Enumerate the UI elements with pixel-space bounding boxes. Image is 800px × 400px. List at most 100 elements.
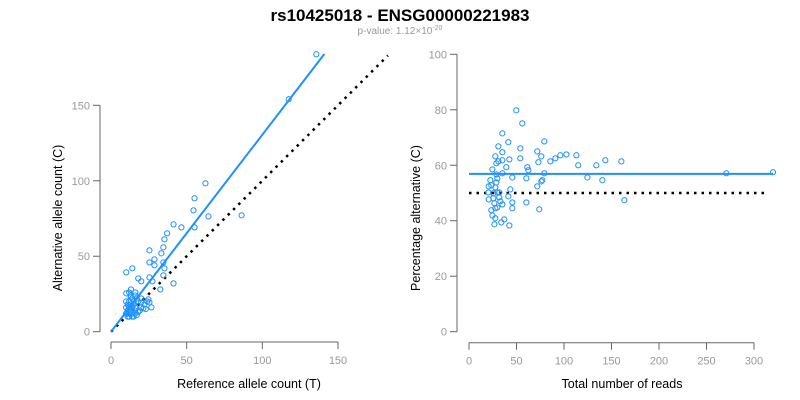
data-point — [519, 120, 526, 127]
x-tick-label: 100 — [253, 355, 271, 367]
x-tick-label: 0 — [466, 356, 472, 368]
data-point — [138, 278, 145, 285]
x-tick-label: 200 — [650, 356, 668, 368]
data-point — [563, 151, 570, 158]
data-point — [538, 153, 545, 160]
data-point — [123, 304, 130, 311]
data-point — [499, 157, 506, 164]
data-point — [534, 183, 541, 190]
data-point — [534, 148, 541, 155]
data-point — [509, 205, 516, 212]
data-point — [202, 180, 209, 187]
data-point — [124, 301, 131, 308]
data-point — [132, 289, 139, 296]
x-tick-label: 50 — [510, 356, 522, 368]
x-tick-label: 0 — [108, 355, 114, 367]
data-point — [499, 149, 506, 156]
data-point — [506, 222, 513, 229]
plot-allele-counts: 0 50 100 150 0 50 100 150 Reference allele count… — [51, 51, 389, 391]
x-axis-label: Total number of reads — [562, 377, 683, 391]
data-point — [146, 274, 153, 281]
data-point — [575, 162, 582, 169]
data-point — [124, 307, 131, 314]
data-point — [127, 307, 134, 314]
data-point — [498, 219, 505, 226]
data-point — [126, 289, 133, 296]
data-point — [135, 308, 142, 316]
data-point — [506, 156, 513, 163]
data-point — [161, 265, 168, 272]
data-point — [492, 153, 499, 160]
data-point — [495, 143, 502, 150]
data-point — [501, 216, 508, 223]
data-point — [525, 167, 532, 174]
data-point — [497, 198, 504, 205]
data-point — [123, 269, 130, 276]
data-point — [492, 184, 499, 191]
x-axis-label: Reference allele count (T) — [177, 377, 321, 391]
x-tick-label: 50 — [181, 355, 193, 367]
y-tick-label: 50 — [78, 251, 90, 263]
data-point — [124, 313, 131, 320]
y-tick-label: 0 — [84, 327, 90, 339]
data-point — [491, 221, 498, 228]
data-point — [621, 197, 628, 204]
data-point — [127, 286, 135, 293]
data-point — [238, 212, 245, 219]
data-point — [127, 292, 134, 299]
data-point — [503, 164, 510, 171]
data-point — [138, 295, 145, 302]
data-point — [499, 170, 506, 177]
data-point — [164, 230, 171, 237]
data-point — [190, 207, 197, 214]
data-point — [541, 170, 548, 177]
data-point — [494, 189, 501, 196]
plot-percentage-alternative: 0 20 40 60 80 100 0 50 100 150 200 250 300 Total numb… — [409, 49, 777, 391]
data-point — [144, 298, 151, 305]
data-point — [535, 159, 542, 166]
y-tick-label: 100 — [429, 49, 447, 61]
data-point — [149, 278, 156, 285]
data-point — [536, 206, 543, 213]
reference-line — [110, 54, 389, 333]
data-point — [285, 96, 292, 103]
y-axis-label: Alternative allele count (C) — [51, 145, 65, 292]
data-point — [157, 286, 164, 293]
data-point — [539, 177, 546, 184]
data-point — [499, 130, 506, 137]
data-point — [602, 157, 609, 164]
data-point — [151, 262, 158, 269]
data-point — [142, 305, 149, 313]
data-point — [146, 259, 153, 266]
y-tick-label: 0 — [441, 327, 447, 339]
data-point — [123, 298, 130, 305]
data-point — [493, 160, 500, 167]
y-axis-label: Percentage alternative (C) — [409, 145, 423, 291]
data-point — [148, 304, 155, 311]
y-tick-label: 60 — [435, 160, 447, 172]
data-point — [135, 275, 142, 282]
data-point — [495, 158, 502, 165]
data-point — [489, 166, 496, 173]
data-point — [538, 178, 545, 185]
data-point — [547, 158, 554, 165]
data-point — [505, 193, 512, 200]
data-point — [178, 224, 185, 231]
data-point — [507, 186, 514, 193]
data-point — [493, 171, 500, 178]
x-tick-label: 250 — [697, 356, 715, 368]
data-point — [136, 307, 143, 314]
x-tick-label: 100 — [555, 356, 573, 368]
data-point — [191, 195, 198, 202]
x-tick-label: 150 — [329, 355, 347, 367]
data-point — [505, 139, 512, 146]
data-point — [133, 295, 140, 302]
data-point — [618, 158, 625, 165]
p-value-text: p-value: 1.12×10 — [358, 26, 433, 37]
data-point — [517, 145, 524, 152]
y-tick-label: 100 — [72, 176, 90, 188]
data-point — [496, 194, 503, 201]
y-tick-label: 20 — [435, 271, 447, 283]
data-point — [130, 301, 137, 308]
